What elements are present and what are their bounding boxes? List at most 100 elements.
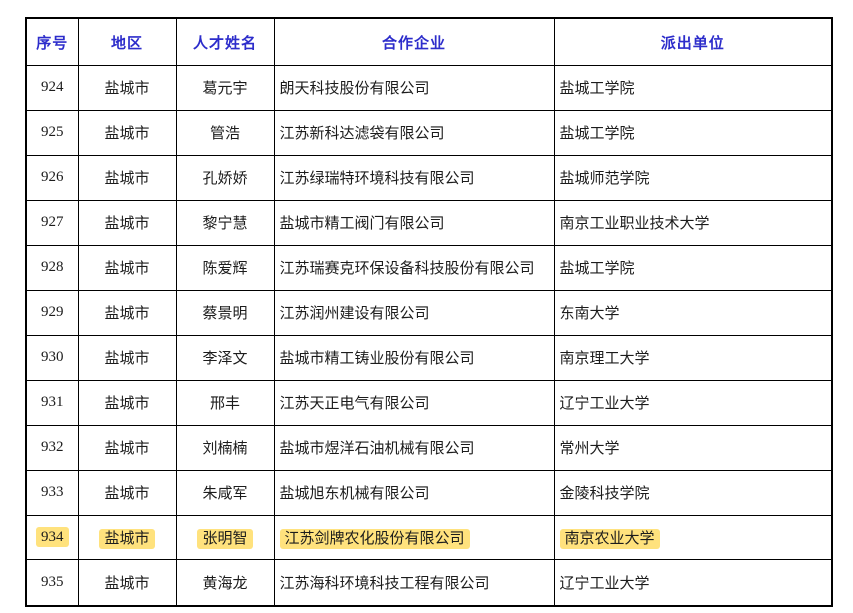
- seq-text: 928: [41, 259, 64, 276]
- cell-name: 葛元宇: [175, 65, 275, 111]
- cell-name: 张明智: [175, 514, 275, 561]
- cell-unit: 东南大学: [553, 289, 833, 336]
- name-text: 管浩: [209, 126, 240, 143]
- unit-text: 盐城师范学院: [559, 171, 650, 188]
- region-text: 盐城市: [104, 171, 150, 188]
- cell-seq: 933: [25, 469, 79, 516]
- table-row: 935 盐城市 黄海龙 江苏海科环境科技工程有限公司 辽宁工业大学: [25, 559, 833, 607]
- cell-region: 盐城市: [77, 154, 177, 201]
- table-row: 928 盐城市 陈爱辉 江苏瑞赛克环保设备科技股份有限公司 盐城工学院: [25, 244, 833, 291]
- region-text: 盐城市: [99, 529, 155, 549]
- unit-text: 金陵科技学院: [559, 486, 650, 503]
- company-text: 盐城市煜洋石油机械有限公司: [279, 441, 475, 458]
- unit-text: 南京农业大学: [559, 529, 660, 549]
- cell-region: 盐城市: [77, 469, 177, 516]
- unit-text: 辽宁工业大学: [559, 396, 650, 413]
- cell-seq: 935: [25, 559, 79, 607]
- header-seq: 序号: [25, 17, 79, 66]
- seq-text: 930: [41, 349, 64, 366]
- cell-region: 盐城市: [77, 109, 177, 156]
- region-text: 盐城市: [104, 396, 150, 413]
- table-body: 924 盐城市 葛元宇 朗天科技股份有限公司 盐城工学院 925 盐城市 管浩 …: [25, 65, 833, 607]
- cell-region: 盐城市: [77, 514, 177, 561]
- unit-text: 东南大学: [559, 306, 620, 323]
- table-row: 926 盐城市 孔娇娇 江苏绿瑞特环境科技有限公司 盐城师范学院: [25, 154, 833, 201]
- cell-unit: 辽宁工业大学: [553, 379, 833, 426]
- cell-unit: 盐城工学院: [553, 65, 833, 111]
- seq-text: 934: [36, 527, 69, 547]
- header-company: 合作企业: [273, 17, 555, 66]
- table-row: 931 盐城市 邢丰 江苏天正电气有限公司 辽宁工业大学: [25, 379, 833, 426]
- cell-seq: 934: [25, 514, 79, 561]
- cell-name: 黎宁慧: [175, 199, 275, 246]
- cell-company: 江苏绿瑞特环境科技有限公司: [273, 154, 555, 201]
- company-text: 盐城旭东机械有限公司: [279, 486, 430, 503]
- company-text: 江苏瑞赛克环保设备科技股份有限公司: [279, 261, 535, 278]
- unit-text: 常州大学: [559, 441, 620, 458]
- company-text: 江苏新科达滤袋有限公司: [279, 126, 445, 143]
- company-text: 江苏剑牌农化股份有限公司: [279, 529, 470, 549]
- company-text: 江苏天正电气有限公司: [279, 396, 430, 413]
- cell-company: 江苏天正电气有限公司: [273, 379, 555, 426]
- cell-region: 盐城市: [77, 559, 177, 607]
- region-text: 盐城市: [104, 81, 150, 98]
- cell-unit: 盐城师范学院: [553, 154, 833, 201]
- cell-name: 陈爱辉: [175, 244, 275, 291]
- cell-company: 江苏瑞赛克环保设备科技股份有限公司: [273, 244, 555, 291]
- company-text: 江苏润州建设有限公司: [279, 306, 430, 323]
- cell-unit: 南京农业大学: [553, 514, 833, 561]
- name-text: 李泽文: [202, 351, 248, 368]
- header-unit: 派出单位: [553, 17, 833, 66]
- cell-region: 盐城市: [77, 244, 177, 291]
- company-text: 盐城市精工铸业股份有限公司: [279, 351, 475, 368]
- table-row: 927 盐城市 黎宁慧 盐城市精工阀门有限公司 南京工业职业技术大学: [25, 199, 833, 246]
- cell-name: 黄海龙: [175, 559, 275, 607]
- cell-seq: 931: [25, 379, 79, 426]
- region-text: 盐城市: [104, 486, 150, 503]
- region-text: 盐城市: [104, 126, 150, 143]
- table-row: 934 盐城市 张明智 江苏剑牌农化股份有限公司 南京农业大学: [25, 514, 833, 561]
- table-row: 932 盐城市 刘楠楠 盐城市煜洋石油机械有限公司 常州大学: [25, 424, 833, 471]
- cell-region: 盐城市: [77, 289, 177, 336]
- cell-unit: 辽宁工业大学: [553, 559, 833, 607]
- seq-text: 926: [41, 169, 64, 186]
- company-text: 朗天科技股份有限公司: [279, 81, 430, 98]
- cell-seq: 925: [25, 109, 79, 156]
- cell-region: 盐城市: [77, 379, 177, 426]
- name-text: 朱咸军: [202, 486, 248, 503]
- cell-name: 邢丰: [175, 379, 275, 426]
- table-row: 929 盐城市 蔡景明 江苏润州建设有限公司 东南大学: [25, 289, 833, 336]
- company-text: 江苏海科环境科技工程有限公司: [279, 576, 490, 593]
- cell-company: 盐城市煜洋石油机械有限公司: [273, 424, 555, 471]
- header-row: 序号 地区 人才姓名 合作企业 派出单位: [25, 17, 833, 66]
- region-text: 盐城市: [104, 441, 150, 458]
- cell-company: 江苏润州建设有限公司: [273, 289, 555, 336]
- cell-name: 管浩: [175, 109, 275, 156]
- cell-seq: 929: [25, 289, 79, 336]
- header-region: 地区: [77, 17, 177, 66]
- unit-text: 辽宁工业大学: [559, 576, 650, 593]
- cell-unit: 南京工业职业技术大学: [553, 199, 833, 246]
- name-text: 张明智: [197, 529, 253, 549]
- cell-seq: 930: [25, 334, 79, 381]
- cell-company: 盐城市精工阀门有限公司: [273, 199, 555, 246]
- seq-text: 932: [41, 439, 64, 456]
- cell-company: 江苏新科达滤袋有限公司: [273, 109, 555, 156]
- cell-unit: 盐城工学院: [553, 109, 833, 156]
- seq-text: 935: [41, 574, 64, 591]
- cell-name: 蔡景明: [175, 289, 275, 336]
- region-text: 盐城市: [104, 576, 150, 593]
- cell-seq: 927: [25, 199, 79, 246]
- unit-text: 盐城工学院: [559, 81, 635, 98]
- cell-name: 李泽文: [175, 334, 275, 381]
- table-header: 序号 地区 人才姓名 合作企业 派出单位: [25, 17, 833, 66]
- cell-unit: 南京理工大学: [553, 334, 833, 381]
- unit-text: 盐城工学院: [559, 261, 635, 278]
- name-text: 蔡景明: [202, 306, 248, 323]
- company-text: 盐城市精工阀门有限公司: [279, 216, 445, 233]
- name-text: 刘楠楠: [202, 441, 248, 458]
- cell-name: 刘楠楠: [175, 424, 275, 471]
- cell-seq: 928: [25, 244, 79, 291]
- seq-text: 933: [41, 484, 64, 501]
